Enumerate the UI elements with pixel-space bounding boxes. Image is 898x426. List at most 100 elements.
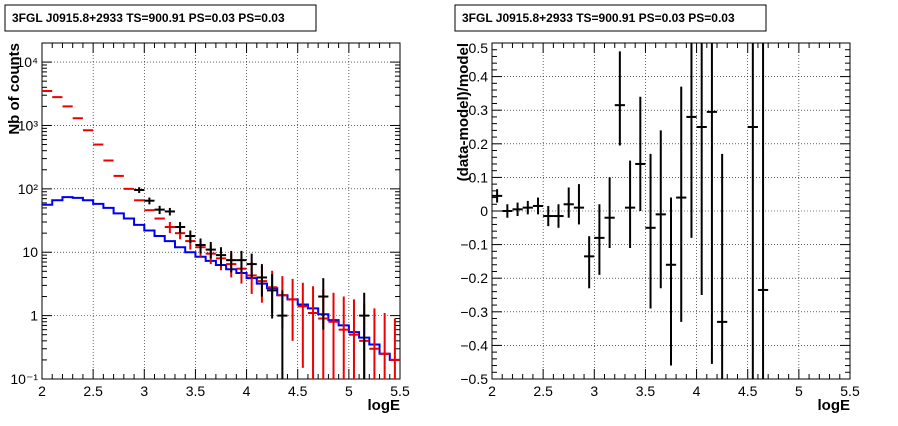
y-tick-label: −0.5 xyxy=(460,371,488,387)
x-axis-label: logE xyxy=(368,397,401,414)
data-point xyxy=(205,242,216,259)
data-point xyxy=(287,278,298,341)
data-point xyxy=(717,153,728,379)
data-point xyxy=(532,197,544,215)
data-point xyxy=(655,130,666,289)
x-tick-label: 5.5 xyxy=(840,383,860,399)
x-axis-label: logE xyxy=(818,397,851,414)
y-axis-label: Nb of counts xyxy=(6,43,23,135)
data-point xyxy=(757,43,769,379)
y-tick-label: 10² xyxy=(18,181,39,197)
data-point xyxy=(512,202,523,217)
y-tick-label: 0.5 xyxy=(469,40,489,56)
data-point xyxy=(624,160,636,248)
series-2 xyxy=(134,187,370,379)
x-tick-label: 2.5 xyxy=(83,383,103,399)
data-point xyxy=(665,197,677,366)
x-tick-label: 3.5 xyxy=(186,383,206,399)
data-point xyxy=(502,204,513,218)
data-point xyxy=(614,51,625,146)
y-tick-label: 0.2 xyxy=(469,136,489,152)
data-point xyxy=(604,177,615,248)
y-tick-label: 10⁴ xyxy=(16,54,38,70)
data-point xyxy=(369,308,380,379)
series-0 xyxy=(42,196,400,361)
data-point xyxy=(635,96,646,211)
data-point xyxy=(359,292,370,379)
data-point xyxy=(215,247,227,267)
data-point xyxy=(645,153,656,309)
data-point xyxy=(584,236,595,289)
data-point xyxy=(134,187,145,194)
data-point xyxy=(492,189,503,203)
y-tick-label: 10³ xyxy=(18,117,39,133)
data-point xyxy=(328,292,339,379)
data-point xyxy=(389,318,400,379)
x-tick-label: 4.5 xyxy=(288,383,308,399)
plot-area xyxy=(42,89,400,379)
series-1 xyxy=(42,89,400,379)
y-tick-label: 0.4 xyxy=(469,69,489,85)
y-tick-label: −0.3 xyxy=(460,304,488,320)
y-tick-label: 10⁻¹ xyxy=(10,371,38,387)
data-point xyxy=(226,250,237,273)
data-point xyxy=(338,296,349,379)
x-tick-label: 2 xyxy=(38,383,46,399)
chart-title: 3FGL J0915.8+2933 TS=900.91 PS=0.03 PS=0… xyxy=(462,11,735,25)
data-point xyxy=(676,86,687,322)
y-tick-label: −0.2 xyxy=(460,270,488,286)
x-tick-label: 5 xyxy=(795,383,803,399)
data-point xyxy=(747,43,758,379)
y-tick-label: 0 xyxy=(480,203,488,219)
tick-marks xyxy=(491,42,851,380)
chart-title: 3FGL J0915.8+2933 TS=900.91 PS=0.03 PS=0… xyxy=(12,11,285,25)
data-point xyxy=(706,43,718,364)
data-point xyxy=(144,197,155,205)
data-point xyxy=(594,204,605,275)
data-point xyxy=(348,299,360,379)
data-point xyxy=(297,282,308,368)
data-point xyxy=(236,250,247,273)
y-tick-label: 10 xyxy=(22,244,38,260)
data-point xyxy=(553,204,564,228)
data-point xyxy=(195,238,206,254)
x-tick-label: 3 xyxy=(590,383,598,399)
model-step-line xyxy=(42,196,400,361)
data-point xyxy=(696,43,707,295)
y-tick-label: 0.3 xyxy=(469,102,489,118)
data-point xyxy=(174,221,186,234)
data-point xyxy=(307,286,319,379)
data-point xyxy=(154,205,165,215)
data-point xyxy=(563,187,574,218)
data-point xyxy=(164,207,175,216)
counts-spectrum-panel: 2 2.5 3 3.5 4 4.5 5 5.5 10⁻¹ 1 10 10² 10³ 10⁴ logE Nb o… xyxy=(4,4,410,414)
tick-marks xyxy=(41,42,401,380)
data-point xyxy=(522,200,533,215)
x-tick-label: 2.5 xyxy=(533,383,553,399)
x-tick-label: 4 xyxy=(693,383,701,399)
title-box xyxy=(454,4,767,32)
y-tick-label: −0.4 xyxy=(460,337,488,353)
x-tick-label: 5.5 xyxy=(390,383,410,399)
plot-frame xyxy=(41,42,401,380)
x-tick-label: 3 xyxy=(140,383,148,399)
data-point xyxy=(164,221,175,234)
data-point xyxy=(379,312,390,379)
data-point xyxy=(573,184,585,225)
y-tick-label: 0.1 xyxy=(469,169,489,185)
data-point xyxy=(277,290,288,379)
data-point xyxy=(185,230,196,243)
grid-lines xyxy=(492,43,850,379)
x-tick-label: 3.5 xyxy=(636,383,656,399)
x-tick-label: 5 xyxy=(345,383,353,399)
plot-area xyxy=(492,43,769,379)
series-0 xyxy=(492,43,769,379)
data-point xyxy=(686,43,697,238)
data-point xyxy=(246,253,257,278)
data-point xyxy=(318,278,329,330)
x-tick-label: 2 xyxy=(488,383,496,399)
data-point xyxy=(256,264,268,297)
x-tick-label: 4.5 xyxy=(738,383,758,399)
